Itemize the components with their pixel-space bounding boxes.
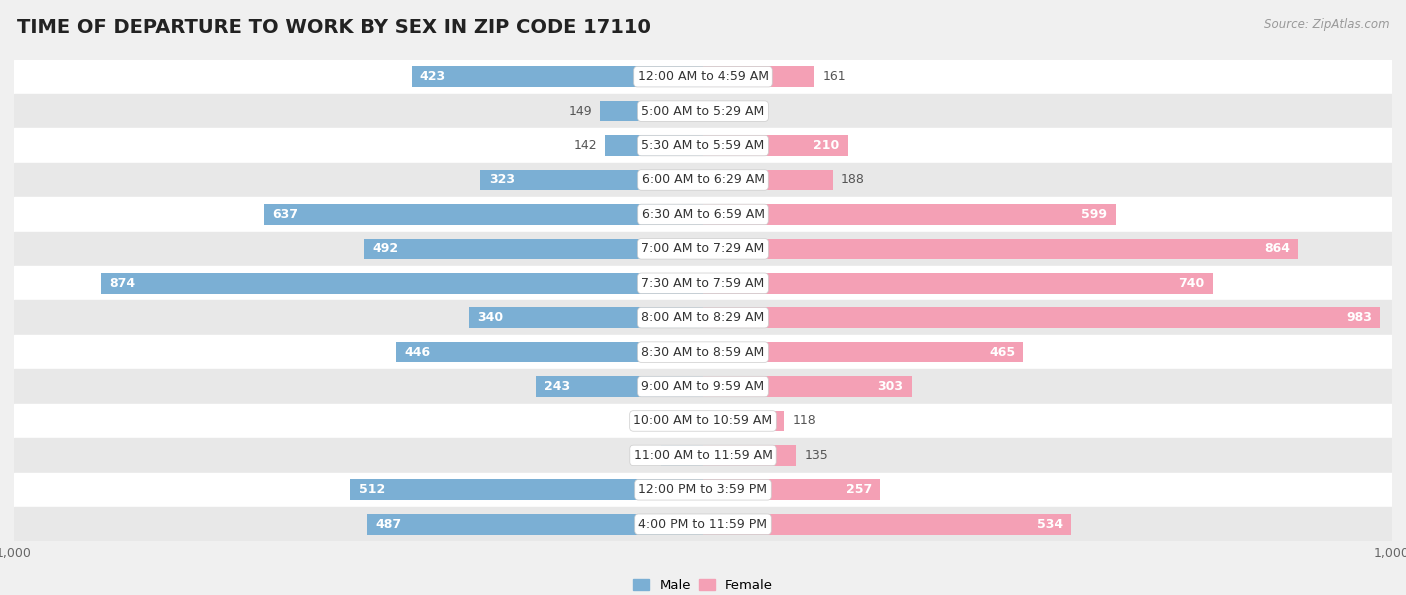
Text: 492: 492 — [373, 242, 398, 255]
Text: 188: 188 — [841, 174, 865, 186]
Bar — [703, 342, 1024, 362]
Bar — [14, 94, 1392, 129]
Bar — [14, 369, 1392, 404]
Text: 10:00 AM to 10:59 AM: 10:00 AM to 10:59 AM — [634, 415, 772, 427]
Legend: Male, Female: Male, Female — [627, 574, 779, 595]
Bar — [14, 163, 1392, 197]
Text: 599: 599 — [1081, 208, 1108, 221]
Text: 6:00 AM to 6:29 AM: 6:00 AM to 6:29 AM — [641, 174, 765, 186]
Text: 149: 149 — [568, 105, 592, 118]
Bar — [600, 101, 703, 121]
Text: 637: 637 — [273, 208, 298, 221]
Text: 983: 983 — [1346, 311, 1372, 324]
Text: 15: 15 — [721, 105, 738, 118]
Text: 5:30 AM to 5:59 AM: 5:30 AM to 5:59 AM — [641, 139, 765, 152]
Text: 257: 257 — [845, 483, 872, 496]
Text: 340: 340 — [477, 311, 503, 324]
Text: 7:30 AM to 7:59 AM: 7:30 AM to 7:59 AM — [641, 277, 765, 290]
Bar — [703, 273, 1213, 293]
Text: 9:00 AM to 9:59 AM: 9:00 AM to 9:59 AM — [641, 380, 765, 393]
Bar — [14, 404, 1392, 438]
Bar — [654, 411, 703, 431]
Text: 118: 118 — [793, 415, 817, 427]
Bar — [703, 445, 796, 466]
Text: 5:00 AM to 5:29 AM: 5:00 AM to 5:29 AM — [641, 105, 765, 118]
Bar — [264, 204, 703, 225]
Text: 512: 512 — [359, 483, 385, 496]
Text: 446: 446 — [404, 346, 430, 359]
Bar — [703, 170, 832, 190]
Bar — [536, 376, 703, 397]
Text: 7:00 AM to 7:29 AM: 7:00 AM to 7:29 AM — [641, 242, 765, 255]
Bar — [605, 135, 703, 156]
Bar — [14, 231, 1392, 266]
Bar — [481, 170, 703, 190]
Text: 534: 534 — [1036, 518, 1063, 531]
Text: 6:30 AM to 6:59 AM: 6:30 AM to 6:59 AM — [641, 208, 765, 221]
Bar — [395, 342, 703, 362]
Text: 11:00 AM to 11:59 AM: 11:00 AM to 11:59 AM — [634, 449, 772, 462]
Bar — [350, 480, 703, 500]
Text: 487: 487 — [375, 518, 402, 531]
Text: 465: 465 — [988, 346, 1015, 359]
Text: Source: ZipAtlas.com: Source: ZipAtlas.com — [1264, 18, 1389, 31]
Bar — [101, 273, 703, 293]
Bar — [14, 507, 1392, 541]
Text: TIME OF DEPARTURE TO WORK BY SEX IN ZIP CODE 17110: TIME OF DEPARTURE TO WORK BY SEX IN ZIP … — [17, 18, 651, 37]
Bar — [14, 300, 1392, 335]
Bar — [364, 239, 703, 259]
Bar — [661, 445, 703, 466]
Bar — [703, 135, 848, 156]
Text: 4:00 PM to 11:59 PM: 4:00 PM to 11:59 PM — [638, 518, 768, 531]
Bar — [367, 514, 703, 534]
Text: 8:00 AM to 8:29 AM: 8:00 AM to 8:29 AM — [641, 311, 765, 324]
Bar — [14, 472, 1392, 507]
Bar — [14, 197, 1392, 231]
Bar — [703, 101, 713, 121]
Bar — [14, 266, 1392, 300]
Text: 8:30 AM to 8:59 AM: 8:30 AM to 8:59 AM — [641, 346, 765, 359]
Text: 864: 864 — [1264, 242, 1289, 255]
Text: 423: 423 — [420, 70, 446, 83]
Text: 142: 142 — [574, 139, 598, 152]
Bar — [703, 308, 1381, 328]
Bar — [703, 514, 1071, 534]
Text: 243: 243 — [544, 380, 569, 393]
Bar — [703, 480, 880, 500]
Text: 12:00 AM to 4:59 AM: 12:00 AM to 4:59 AM — [637, 70, 769, 83]
Bar — [412, 67, 703, 87]
Bar — [468, 308, 703, 328]
Bar — [703, 204, 1116, 225]
Bar — [14, 60, 1392, 94]
Text: 874: 874 — [110, 277, 135, 290]
Text: 323: 323 — [489, 174, 515, 186]
Text: 210: 210 — [813, 139, 839, 152]
Text: 71: 71 — [630, 415, 645, 427]
Bar — [14, 438, 1392, 472]
Bar — [703, 67, 814, 87]
Text: 61: 61 — [637, 449, 652, 462]
Bar — [703, 239, 1298, 259]
Text: 740: 740 — [1178, 277, 1205, 290]
Text: 12:00 PM to 3:59 PM: 12:00 PM to 3:59 PM — [638, 483, 768, 496]
Bar — [14, 335, 1392, 369]
Bar — [703, 376, 911, 397]
Bar — [703, 411, 785, 431]
Text: 135: 135 — [804, 449, 828, 462]
Text: 161: 161 — [823, 70, 846, 83]
Bar — [14, 129, 1392, 163]
Text: 303: 303 — [877, 380, 904, 393]
